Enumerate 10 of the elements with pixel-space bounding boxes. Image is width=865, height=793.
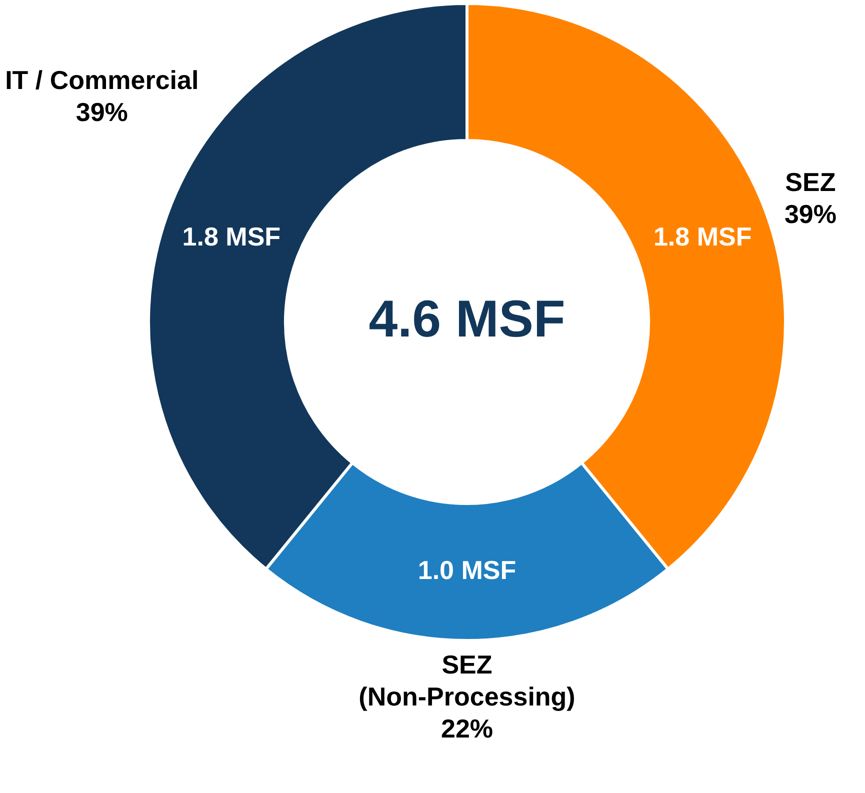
text: 4.6 MSF [368,290,566,348]
text: 39% [784,199,836,230]
text: 22% [440,714,494,744]
text: 39% [76,96,128,127]
data-label: 1.0 MSF [418,555,516,586]
data-label: 1.8 MSF [182,221,281,252]
data-label: 1.8 MSF [653,221,752,252]
slice-label: SEZ (Non-Processing) [358,650,576,712]
slice-label: SEZ [785,167,836,198]
slice-label: IT / Commercial [5,64,199,95]
